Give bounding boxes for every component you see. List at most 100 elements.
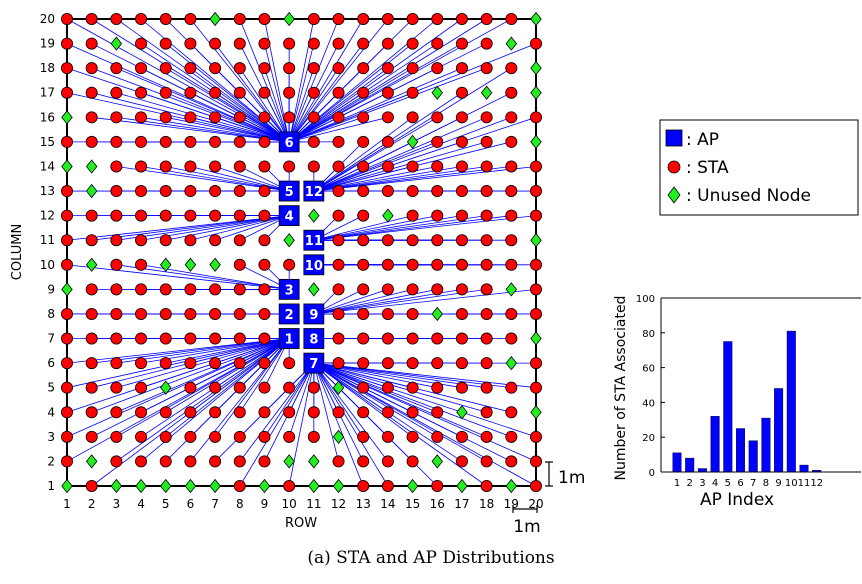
sta-node [209, 234, 222, 247]
bar-x-tick-label: 2 [687, 478, 693, 489]
ap-label: 10 [305, 259, 323, 274]
ap-square [303, 180, 325, 202]
sta-node [258, 283, 271, 296]
association-link [288, 43, 364, 143]
ap-5: 5 [278, 180, 300, 202]
association-link [66, 43, 290, 143]
x-tick-label: 19 [504, 497, 519, 511]
x-tick-label: 3 [113, 497, 121, 511]
association-link [313, 362, 413, 438]
y-tick-label: 19 [40, 37, 55, 51]
unused-node [480, 85, 493, 100]
scale-marker-horizontal [512, 505, 538, 513]
sta-node [381, 430, 394, 443]
sta-node [233, 332, 246, 345]
sta-node [233, 12, 246, 25]
association-link [214, 92, 290, 143]
association-link [313, 362, 438, 438]
sta-node [332, 258, 345, 271]
sta-node [307, 135, 320, 148]
association-link [313, 215, 537, 241]
sta-node [184, 430, 197, 443]
association-link [165, 92, 290, 143]
bar-x-tick-label: 8 [763, 478, 769, 489]
association-link [313, 362, 537, 462]
sta-node [258, 430, 271, 443]
association-link [288, 18, 339, 143]
sta-node [159, 111, 172, 124]
bar [672, 452, 682, 473]
sta-node [480, 307, 493, 320]
unused-node [530, 233, 542, 248]
sta-node [381, 307, 394, 320]
y-tick-label: 10 [40, 258, 55, 272]
association-link [313, 116, 537, 192]
sta-node [85, 135, 98, 148]
sta-node [357, 307, 370, 320]
sta-node [480, 258, 493, 271]
association-link [313, 215, 438, 241]
sta-node [135, 185, 148, 198]
y-tick-label: 3 [47, 430, 55, 444]
sta-node [209, 357, 222, 370]
x-tick-label: 15 [405, 497, 420, 511]
sta-node [184, 111, 197, 124]
unused-node [184, 257, 197, 272]
sta-node [209, 37, 222, 50]
sta-node [184, 283, 197, 296]
sta-node [406, 430, 419, 443]
scale-marker-vertical [545, 461, 553, 487]
bar [799, 464, 809, 473]
sta-node [406, 86, 419, 99]
ap-label: 12 [305, 185, 323, 200]
sta-node [455, 135, 468, 148]
y-tick-label: 13 [40, 184, 55, 198]
association-link [66, 215, 290, 241]
sta-node [258, 12, 271, 25]
unused-node [209, 11, 221, 27]
association-link [66, 338, 290, 389]
sta-node [332, 12, 345, 25]
sta-node [381, 258, 394, 271]
y-tick-label: 12 [40, 209, 55, 223]
sta-node [431, 37, 444, 50]
sta-node [480, 209, 493, 222]
sta-node [61, 86, 74, 99]
sta-node [85, 357, 98, 370]
sta-node [307, 111, 320, 124]
sta-node [406, 62, 419, 75]
sta-node [61, 406, 74, 419]
bar-x-tick-label: 10 [785, 478, 798, 489]
sta-node [455, 37, 468, 50]
sta-node [431, 135, 444, 148]
y-tick-label: 9 [47, 282, 55, 296]
sta-node [357, 135, 370, 148]
sta-node [455, 357, 468, 370]
association-link [66, 338, 290, 462]
sta-node [357, 160, 370, 173]
unused-node [308, 282, 320, 297]
sta-node [184, 62, 197, 75]
sta-node [431, 111, 444, 124]
sta-node [505, 185, 518, 198]
association-link [165, 338, 290, 438]
association-link [239, 338, 290, 413]
sta-node [455, 283, 468, 296]
sta-node [530, 111, 543, 124]
association-link [91, 338, 290, 364]
y-axis-label: COLUMN [10, 224, 25, 280]
sta-node [480, 160, 493, 173]
sta-node [135, 62, 148, 75]
y-tick-label: 1 [47, 479, 55, 493]
sta-node [159, 160, 172, 173]
sta-node [233, 209, 246, 222]
ap-8: 8 [303, 328, 325, 349]
sta-node [258, 160, 271, 173]
sta-node [61, 12, 74, 25]
association-link [288, 18, 487, 143]
unused-node [456, 478, 468, 494]
association-link [66, 18, 290, 143]
unused-node [110, 478, 123, 494]
ap-square [303, 303, 325, 325]
sta-node [233, 430, 246, 443]
